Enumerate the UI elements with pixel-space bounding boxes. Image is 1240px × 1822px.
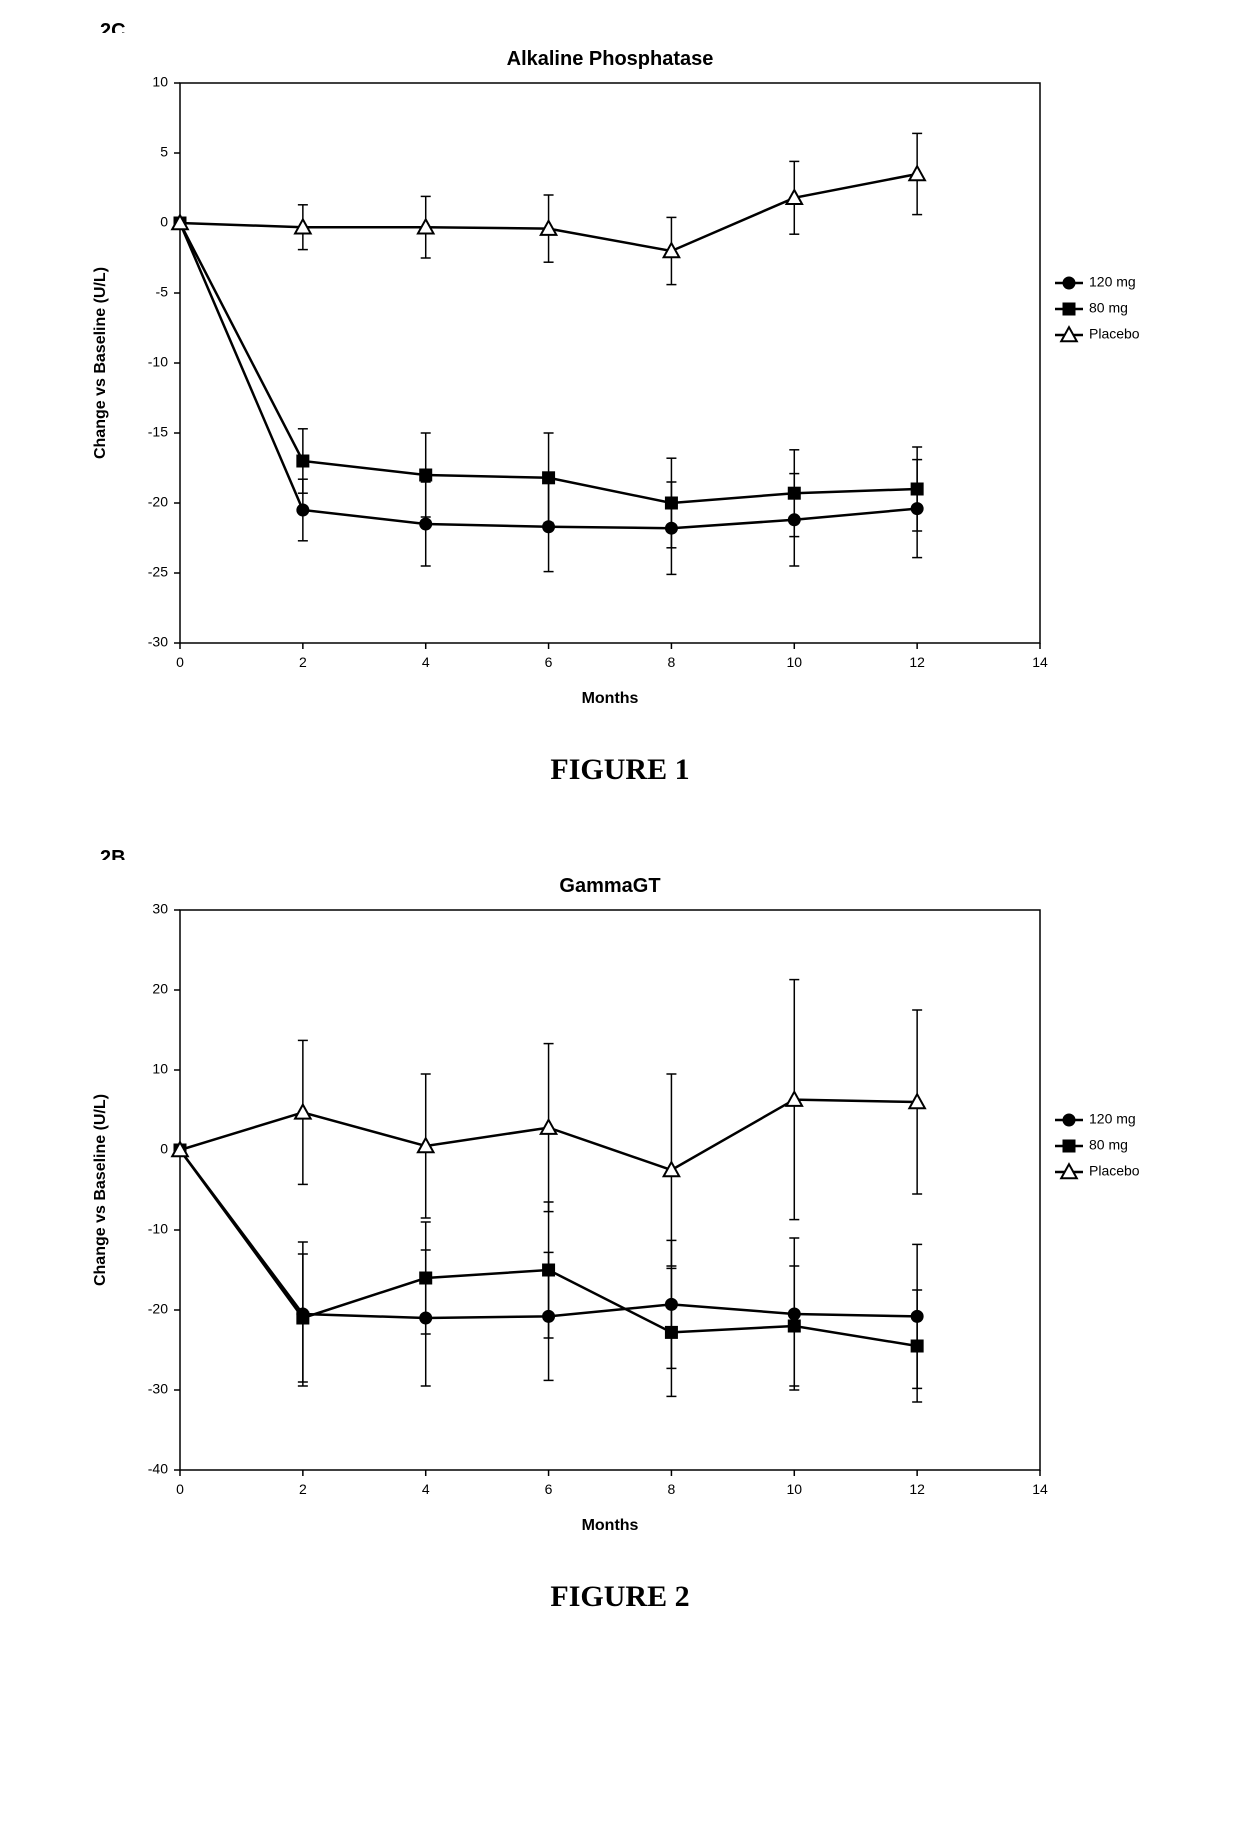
xtick-label: 12	[909, 654, 925, 670]
legend-label: Placebo	[1089, 1163, 1140, 1179]
ytick-label: -30	[148, 1381, 168, 1397]
ytick-label: -10	[148, 354, 168, 370]
ytick-label: -30	[148, 634, 168, 650]
figure-block: 2C-30-25-20-15-10-5051002468101214Alkali…	[20, 20, 1220, 787]
y-axis-label: Change vs Baseline (U/L)	[92, 267, 109, 459]
chart-title: GammaGT	[559, 875, 660, 897]
legend-label: 120 mg	[1089, 1111, 1136, 1127]
figure-caption: FIGURE 1	[20, 753, 1220, 787]
xtick-label: 4	[422, 654, 430, 670]
chart-svg: -40 -30 -20 -10 0 10 20 30 0 2 4 6 8 10 12 14 GammaGT Mon…	[70, 860, 1240, 1560]
xtick-label: 10	[786, 654, 802, 670]
xtick-label: 8	[668, 654, 676, 670]
xtick-label: 0	[176, 1481, 184, 1497]
ytick-label: -5	[156, 284, 169, 300]
xtick-label: 0	[176, 654, 184, 670]
xtick-label: 6	[545, 1481, 553, 1497]
ytick-label: -15	[148, 424, 168, 440]
ytick-label: 0	[160, 214, 168, 230]
xtick-label: 14	[1032, 1481, 1048, 1497]
y-axis-label: Change vs Baseline (U/L)	[92, 1094, 109, 1286]
figure-block: 2B-40-30-20-10010203002468101214GammaGTM…	[20, 847, 1220, 1614]
legend-label: Placebo	[1089, 326, 1140, 342]
ytick-label: 10	[152, 74, 168, 90]
ytick-label: 30	[152, 901, 168, 917]
xtick-label: 10	[786, 1481, 802, 1497]
xtick-label: 4	[422, 1481, 430, 1497]
ytick-label: 20	[152, 981, 168, 997]
chart-svg: -30 -25 -20 -15 -10 -5 0 5 10 0 2 4 6 8 10 12 14 Alkaline…	[70, 33, 1240, 733]
ytick-label: -10	[148, 1221, 168, 1237]
ytick-label: -20	[148, 494, 168, 510]
ytick-label: 10	[152, 1061, 168, 1077]
legend-label: 120 mg	[1089, 274, 1136, 290]
ytick-label: -40	[148, 1461, 168, 1477]
chart-container: -30 -25 -20 -15 -10 -5 0 5 10 0 2 4 6 8 10 12 14 Alkaline…	[70, 33, 1170, 738]
ytick-label: 0	[160, 1141, 168, 1157]
xtick-label: 2	[299, 654, 307, 670]
xtick-label: 2	[299, 1481, 307, 1497]
ytick-label: 5	[160, 144, 168, 160]
ytick-label: -20	[148, 1301, 168, 1317]
x-axis-label: Months	[582, 690, 639, 707]
legend-label: 80 mg	[1089, 300, 1128, 316]
xtick-label: 6	[545, 654, 553, 670]
xtick-label: 14	[1032, 654, 1048, 670]
chart-container: -40 -30 -20 -10 0 10 20 30 0 2 4 6 8 10 12 14 GammaGT Mon…	[70, 860, 1170, 1565]
xtick-label: 8	[668, 1481, 676, 1497]
legend-label: 80 mg	[1089, 1137, 1128, 1153]
figure-caption: FIGURE 2	[20, 1580, 1220, 1614]
chart-title: Alkaline Phosphatase	[507, 48, 714, 70]
xtick-label: 12	[909, 1481, 925, 1497]
ytick-label: -25	[148, 564, 168, 580]
x-axis-label: Months	[582, 1517, 639, 1534]
